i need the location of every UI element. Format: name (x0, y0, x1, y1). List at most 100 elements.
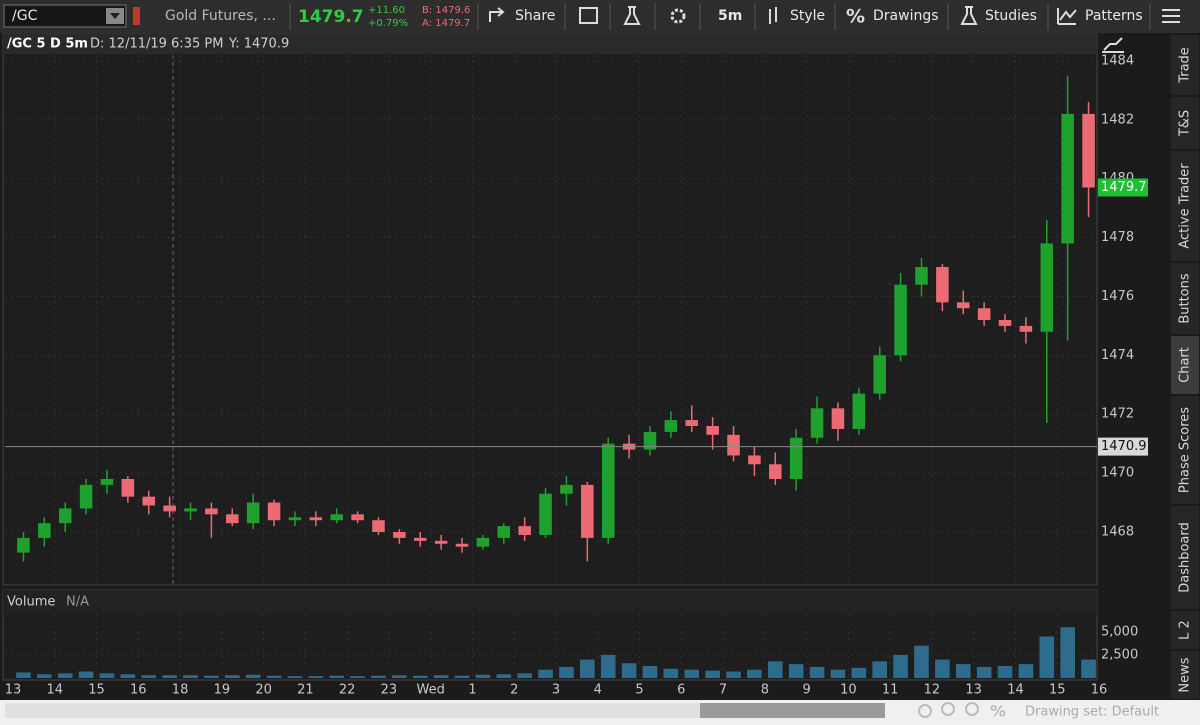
notes-button[interactable] (579, 7, 598, 24)
price-panel (2, 33, 1098, 586)
percent-button[interactable]: % (990, 702, 1006, 721)
side-tab-label[interactable]: Trade (1178, 47, 1193, 84)
y-tick-label: 1472 (1101, 407, 1134, 422)
volume-bar (893, 654, 908, 678)
scroll-thumb[interactable] (700, 703, 885, 718)
menu-button[interactable] (1162, 9, 1180, 23)
symbol-box[interactable] (3, 4, 127, 28)
candle-body (455, 543, 469, 547)
candle-body (685, 420, 699, 426)
volume-bar (308, 676, 324, 678)
drawing-set[interactable]: Drawing set: Default (1025, 705, 1159, 720)
side-tab-label[interactable]: Chart (1178, 347, 1193, 383)
volume-bar (997, 666, 1013, 678)
y-tick-label: 1468 (1101, 525, 1134, 540)
side-tab[interactable] (1171, 506, 1199, 609)
side-tab[interactable] (1171, 396, 1199, 504)
share-button[interactable]: Share (515, 8, 555, 24)
candle-body (267, 502, 281, 521)
settings-button[interactable] (670, 8, 686, 24)
volume-bar (245, 674, 261, 678)
candle-body (539, 493, 552, 535)
x-tick-label: 5 (635, 683, 643, 698)
side-tab[interactable] (1171, 97, 1199, 149)
volume-bar (350, 676, 365, 678)
drawings-icon: % (846, 6, 865, 28)
x-tick-label: 13 (965, 683, 982, 698)
x-tick-label: 13 (5, 683, 22, 698)
timeframe-button[interactable]: 5m (718, 8, 742, 24)
volume-header (3, 590, 1097, 614)
x-tick-label: 15 (1049, 683, 1066, 698)
side-tab-label[interactable]: Dashboard (1178, 522, 1193, 593)
y-tick-label: 1484 (1101, 53, 1134, 68)
studies-icon (960, 6, 978, 25)
side-tab[interactable] (1171, 336, 1199, 394)
link-marker[interactable] (133, 7, 140, 25)
chart-header (3, 34, 1097, 54)
candle-body (476, 537, 490, 547)
studies-button[interactable]: Studies (985, 8, 1037, 24)
candle-body (977, 308, 991, 320)
candle-body (789, 437, 803, 479)
volume-bar (78, 671, 94, 678)
candle-body (873, 355, 886, 394)
x-tick-label: 22 (339, 683, 356, 698)
candle-body (184, 508, 197, 512)
dropdown-arrow (110, 13, 120, 19)
candle-body (497, 526, 511, 538)
side-tab[interactable] (1171, 263, 1199, 334)
side-tab-label[interactable]: Active Trader (1178, 163, 1193, 249)
x-tick-label: 10 (840, 683, 857, 698)
x-tick-label: 11 (882, 683, 899, 698)
x-tick-label: 16 (1091, 683, 1108, 698)
candle-body (727, 434, 740, 456)
side-tab[interactable] (1171, 611, 1199, 649)
candle-body (1040, 243, 1054, 332)
volume-bar (16, 672, 31, 678)
side-tab-label[interactable]: T&S (1178, 110, 1193, 137)
x-tick-label: 20 (255, 683, 272, 698)
x-tick-label: 6 (677, 683, 685, 698)
y-tick-label: 1482 (1101, 112, 1134, 127)
candle-body (372, 520, 385, 532)
drawings-button[interactable]: Drawings (873, 8, 939, 24)
side-tab-label[interactable]: News (1178, 657, 1193, 692)
candle-body (309, 517, 323, 521)
side-tab-label[interactable]: Buttons (1178, 273, 1193, 324)
volume-bar (809, 666, 825, 678)
side-tab[interactable] (1171, 151, 1199, 261)
x-tick-label: 16 (130, 683, 147, 698)
volume-bar (120, 674, 136, 678)
x-tick-label: 8 (761, 683, 769, 698)
style-button[interactable]: Style (790, 8, 825, 24)
scrollbar[interactable] (5, 703, 885, 718)
volume-bar (684, 669, 700, 678)
x-tick-label: 18 (172, 683, 189, 698)
volume-bar (517, 673, 532, 678)
volume-bar (204, 675, 219, 678)
crosshair-button[interactable] (918, 704, 932, 718)
patterns-button[interactable]: Patterns (1085, 8, 1143, 24)
x-tick-label: 4 (594, 683, 602, 698)
side-tab-label[interactable]: L 2 (1178, 620, 1193, 640)
side-tab[interactable] (1171, 35, 1199, 95)
last-price: 1479.7 (298, 7, 364, 27)
last-price-box (1098, 178, 1148, 197)
patterns-icon (1057, 8, 1077, 25)
candle-body (915, 267, 928, 285)
candle-body (246, 502, 260, 524)
candle-body (226, 514, 239, 524)
candle-body (894, 284, 907, 356)
zoom-in-button[interactable] (941, 702, 955, 716)
side-tab[interactable] (1171, 651, 1199, 699)
volume-bar (726, 671, 741, 678)
zoom-out-button[interactable] (965, 702, 979, 716)
x-tick-label: 14 (1007, 683, 1024, 698)
side-tab-label[interactable]: Phase Scores (1178, 407, 1193, 493)
volume-bar (621, 663, 637, 678)
flask-button[interactable] (623, 6, 641, 25)
expand-button[interactable] (1102, 37, 1124, 53)
cursor-date: D: 12/11/19 6:35 PM (90, 37, 223, 52)
y-tick-label: 1474 (1101, 348, 1134, 363)
